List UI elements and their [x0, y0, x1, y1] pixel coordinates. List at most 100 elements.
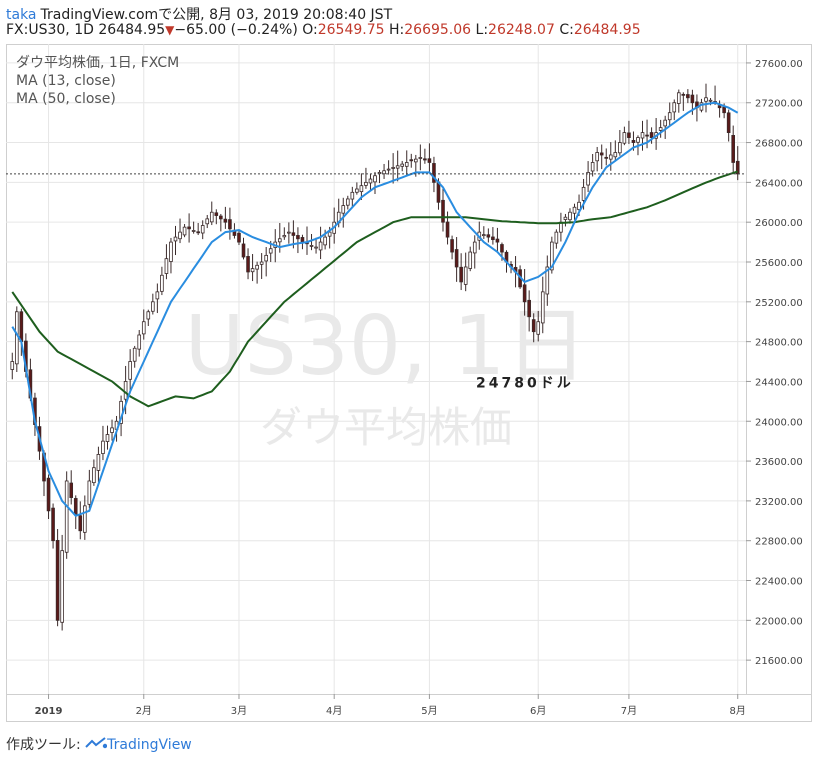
time-tick-label: 5月: [421, 705, 437, 717]
candle-body: [550, 241, 554, 271]
candle-body: [418, 157, 423, 159]
candle-body: [205, 218, 210, 225]
candle-body: [636, 137, 640, 143]
candle-body: [246, 256, 250, 273]
candle-body: [667, 112, 672, 121]
time-tick-label: 4月: [326, 705, 342, 717]
candle-body: [690, 94, 695, 104]
close-value: 26484.95: [573, 22, 641, 38]
tradingview-logo-icon: [85, 737, 108, 753]
candle-body: [264, 254, 268, 262]
candle-body: [296, 235, 300, 240]
candle-body: [640, 132, 645, 139]
candle-body: [658, 127, 663, 131]
candle-body: [132, 347, 137, 362]
price-tick-label: 27600.00: [755, 59, 803, 70]
candle-body: [200, 225, 205, 234]
candle-body: [395, 165, 400, 169]
candle-body: [536, 321, 541, 335]
candle-body: [78, 515, 83, 532]
candle-body: [735, 160, 740, 175]
chart-border: [6, 44, 812, 722]
candle-body: [255, 264, 259, 270]
low-label: L:: [475, 22, 489, 38]
candle-body: [681, 93, 686, 96]
candle-body: [19, 311, 24, 343]
candle-body: [110, 427, 114, 433]
footer-credit: 作成ツール: TradingView: [6, 734, 192, 754]
price-axis: 21600.00 22000.00 22400.00 22800.00 23200.00…: [746, 59, 803, 667]
candle-body: [83, 505, 87, 533]
candle-body: [618, 142, 622, 154]
time-tick-label: 7月: [621, 705, 637, 717]
candle-body: [92, 467, 96, 484]
price-tick-label: 25200.00: [755, 298, 803, 309]
candle-body: [717, 105, 722, 109]
price-tick-label: 25600.00: [755, 258, 803, 269]
time-tick-label: 2月: [136, 705, 152, 717]
symbol-ohlc-line: FX:US30, 1D 26484.95▼−65.00 (−0.24%) O:2…: [6, 22, 641, 40]
candle-body: [472, 241, 477, 254]
candle-body: [581, 186, 586, 201]
price-tick-label: 24000.00: [755, 417, 803, 428]
price-tick-label: 27200.00: [755, 99, 803, 110]
candle-body: [359, 185, 364, 193]
candle-body: [404, 162, 409, 167]
candle-body: [708, 99, 713, 102]
candle-body: [645, 134, 649, 137]
candle-body: [577, 201, 581, 211]
candle-body: [463, 266, 468, 285]
candle-body: [46, 477, 51, 512]
candle-body: [250, 268, 255, 273]
candle-body: [540, 291, 545, 324]
candle-body: [459, 266, 463, 283]
candle-body: [676, 92, 681, 104]
candle-body: [427, 158, 432, 163]
candle-body: [60, 550, 64, 623]
candle-body: [545, 266, 550, 295]
candle-body: [572, 206, 577, 214]
ma50-line: [11, 170, 739, 408]
candle-body: [627, 132, 631, 138]
author-name[interactable]: taka: [6, 7, 37, 23]
open-value: 26549.75: [317, 22, 385, 38]
candle-body: [214, 212, 219, 216]
price-tick-label: 26800.00: [755, 139, 803, 150]
candle-body: [141, 321, 146, 335]
low-value: 26248.07: [488, 22, 555, 38]
candle-body: [51, 507, 55, 542]
price-tick-label: 23600.00: [755, 457, 803, 468]
open-label: O:: [302, 22, 318, 38]
candle-body: [436, 181, 441, 203]
candle-body: [128, 361, 132, 380]
candle-body: [586, 172, 590, 186]
candle-body: [599, 152, 604, 156]
candle-body: [164, 258, 169, 274]
price-tick-label: 23200.00: [755, 497, 803, 508]
price-tick-label: 26400.00: [755, 178, 803, 189]
candle-body: [590, 162, 595, 172]
ma13-line: [11, 101, 739, 517]
price-chart[interactable]: US30, 1日 ダウ平均株価 21600.00 22000.00 22400.00…: [6, 44, 812, 722]
candle-body: [672, 102, 677, 113]
high-label: H:: [389, 22, 405, 38]
price-tick-label: 21600.00: [755, 656, 803, 667]
candle-body: [323, 236, 327, 246]
candle-body: [10, 361, 15, 370]
footer-brand[interactable]: TradingView: [107, 737, 192, 753]
symbol-info: FX:US30, 1D 26484.95: [6, 22, 166, 38]
candle-body: [318, 241, 323, 251]
candle-body: [726, 112, 731, 134]
candle-body: [608, 154, 613, 160]
high-value: 26695.06: [404, 22, 472, 38]
chart-header-publish: taka TradingView.comで公開, 8月 03, 2019 20:0…: [6, 4, 392, 23]
candle-body: [105, 434, 110, 442]
candle-body: [491, 236, 495, 241]
price-tick-label: 26000.00: [755, 218, 803, 229]
candle-body: [14, 311, 19, 365]
chart-legend: ダウ平均株価, 1日, FXCM MA (13, close) MA (50, …: [16, 54, 179, 108]
candle-body: [432, 163, 436, 183]
candle-body: [151, 301, 155, 312]
candle-body: [228, 219, 232, 230]
watermark: US30, 1日 ダウ平均株価: [185, 299, 588, 452]
